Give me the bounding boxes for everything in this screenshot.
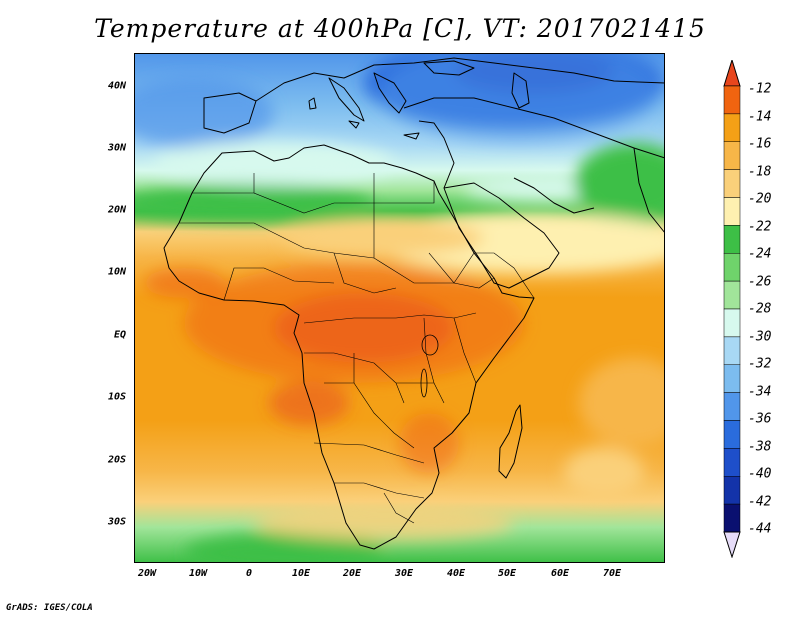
lat-label: 10S xyxy=(107,391,126,403)
lat-label: 20S xyxy=(107,454,126,466)
legend-label: -42 xyxy=(748,494,772,510)
legend-bin xyxy=(723,280,741,310)
legend-label: -36 xyxy=(748,411,772,427)
lat-label: 30N xyxy=(107,142,126,154)
legend-label: -44 xyxy=(748,521,772,537)
legend-bin xyxy=(723,308,741,338)
color-bar xyxy=(723,58,741,559)
legend-bin xyxy=(723,503,741,533)
credit-text: GrADS: IGES/COLA xyxy=(6,603,93,613)
lon-label: 10E xyxy=(291,568,311,579)
legend-label: -30 xyxy=(748,329,772,345)
temperature-map xyxy=(134,53,665,563)
lat-label: 30S xyxy=(107,516,126,528)
legend-bin xyxy=(723,448,741,477)
lon-label: 70E xyxy=(602,568,622,579)
legend-label: -24 xyxy=(748,246,772,262)
lat-label: 40N xyxy=(107,80,126,92)
legend-label: -12 xyxy=(748,81,772,97)
lat-label: 20N xyxy=(107,204,126,216)
legend-bin xyxy=(723,85,741,115)
lon-label: 20E xyxy=(342,568,362,579)
legend-bin xyxy=(723,476,741,505)
legend-label: -18 xyxy=(748,164,772,180)
lon-label: 50E xyxy=(497,568,517,579)
legend-label: -22 xyxy=(748,219,772,235)
country-borders xyxy=(179,173,535,524)
lat-label: EQ xyxy=(113,329,126,341)
legend-label: -28 xyxy=(748,301,772,317)
legend-bin xyxy=(723,420,741,449)
map-title: Temperature at 400hPa [C], VT: 201702141… xyxy=(94,14,706,43)
lon-label: 0 xyxy=(245,568,253,579)
legend-bin xyxy=(723,392,741,421)
legend-label: -26 xyxy=(748,274,772,290)
legend-label: -32 xyxy=(748,356,772,372)
lon-label: 40E xyxy=(446,568,466,579)
legend-label: -20 xyxy=(748,191,772,207)
legend-bin xyxy=(723,225,741,254)
legend-bin xyxy=(723,113,741,142)
lon-label: 30E xyxy=(394,568,414,579)
legend-label: -16 xyxy=(748,136,772,152)
legend-bin xyxy=(723,253,741,282)
legend-label: -14 xyxy=(748,109,772,125)
map-canvas xyxy=(134,53,665,563)
legend-label: -38 xyxy=(748,439,772,455)
lon-label: 20W xyxy=(137,568,157,579)
lon-label: 10W xyxy=(188,568,208,579)
legend-bin xyxy=(723,169,741,198)
legend-label: -40 xyxy=(748,466,772,482)
lat-label: 10N xyxy=(107,266,126,278)
legend-bin xyxy=(723,336,741,365)
legend-bin xyxy=(723,197,741,226)
lon-label: 60E xyxy=(550,568,570,579)
legend-bin xyxy=(723,141,741,170)
legend-bin xyxy=(723,364,741,393)
coastline xyxy=(163,57,665,550)
legend-label: -34 xyxy=(748,384,772,400)
